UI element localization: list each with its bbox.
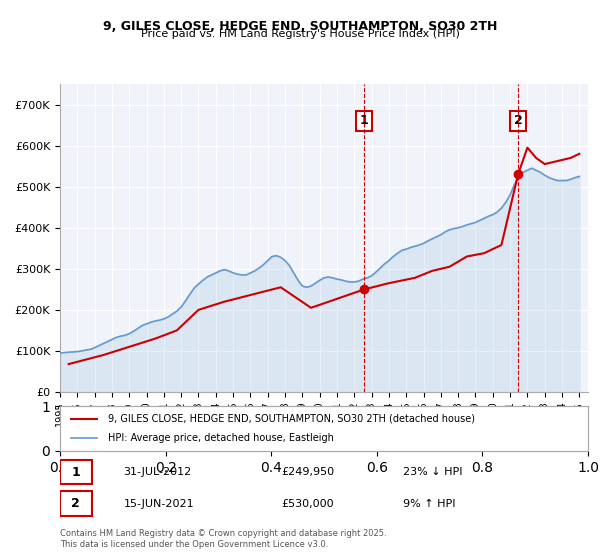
Text: Price paid vs. HM Land Registry's House Price Index (HPI): Price paid vs. HM Land Registry's House … xyxy=(140,29,460,39)
FancyBboxPatch shape xyxy=(60,460,92,484)
Text: 9% ↑ HPI: 9% ↑ HPI xyxy=(403,498,456,508)
Text: 9, GILES CLOSE, HEDGE END, SOUTHAMPTON, SO30 2TH: 9, GILES CLOSE, HEDGE END, SOUTHAMPTON, … xyxy=(103,20,497,32)
Text: 1: 1 xyxy=(360,114,369,128)
Text: 2: 2 xyxy=(514,114,523,128)
Text: 15-JUN-2021: 15-JUN-2021 xyxy=(124,498,194,508)
FancyBboxPatch shape xyxy=(60,492,92,516)
Text: 31-JUL-2012: 31-JUL-2012 xyxy=(124,467,191,477)
Text: 23% ↓ HPI: 23% ↓ HPI xyxy=(403,467,463,477)
Text: 2: 2 xyxy=(71,497,80,510)
Text: 9, GILES CLOSE, HEDGE END, SOUTHAMPTON, SO30 2TH (detached house): 9, GILES CLOSE, HEDGE END, SOUTHAMPTON, … xyxy=(107,413,475,423)
Text: £249,950: £249,950 xyxy=(282,467,335,477)
Text: 1: 1 xyxy=(71,466,80,479)
Text: £530,000: £530,000 xyxy=(282,498,334,508)
Text: Contains HM Land Registry data © Crown copyright and database right 2025.
This d: Contains HM Land Registry data © Crown c… xyxy=(60,529,386,549)
Text: HPI: Average price, detached house, Eastleigh: HPI: Average price, detached house, East… xyxy=(107,433,334,444)
